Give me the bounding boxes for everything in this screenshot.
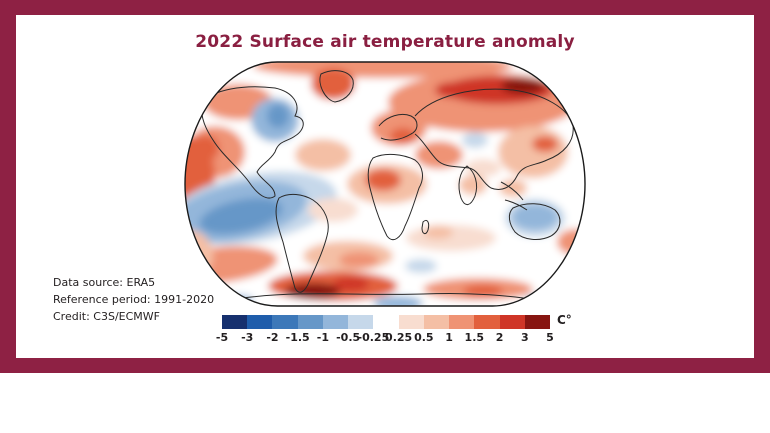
colorbar-tick-label: -1.5 bbox=[285, 331, 310, 344]
coastline-southeast-asia bbox=[500, 181, 528, 211]
coastline-asia bbox=[414, 88, 574, 190]
page-title: 2022 Surface air temperature anomaly bbox=[195, 32, 575, 52]
colorbar-tick-label: -1 bbox=[316, 331, 330, 344]
coastline-north-america bbox=[201, 86, 304, 199]
colorbar-tick-label: -0.25 bbox=[357, 331, 390, 344]
colorbar-tick-label: 0.25 bbox=[385, 331, 413, 344]
colorbar-segment bbox=[348, 315, 374, 329]
colorbar-segment bbox=[322, 315, 349, 329]
coastline-south-america bbox=[275, 193, 329, 293]
meta-block: Data source: ERA5 Reference period: 1991… bbox=[53, 274, 214, 325]
colorbar-unit-label: C° bbox=[557, 313, 572, 327]
colorbar-tick-label: 0.5 bbox=[414, 331, 434, 344]
credit-line: Credit: C3S/ECMWF bbox=[53, 310, 160, 323]
colorbar-segment bbox=[474, 315, 500, 329]
coastline-madagascar bbox=[421, 219, 430, 235]
colorbar-segment bbox=[524, 315, 551, 329]
colorbar-segment bbox=[272, 315, 298, 329]
colorbar-tick-label: 1 bbox=[445, 331, 453, 344]
colorbar-segment bbox=[449, 315, 475, 329]
colorbar-swatches bbox=[222, 315, 551, 329]
colorbar-tick-label: 3 bbox=[520, 331, 529, 344]
colorbar-segment bbox=[247, 315, 273, 329]
coastline-greenland bbox=[319, 70, 354, 103]
world-map bbox=[183, 60, 587, 308]
coastline-india bbox=[458, 165, 478, 205]
colorbar-segment bbox=[398, 315, 424, 329]
colorbar-segment bbox=[297, 315, 323, 329]
world-map-svg bbox=[184, 61, 586, 307]
coastline-europe bbox=[378, 113, 418, 141]
colorbar-tick-label: -3 bbox=[241, 331, 254, 344]
colorbar-tick-label: 2 bbox=[495, 331, 504, 344]
reference-period-line: Reference period: 1991-2020 bbox=[53, 293, 215, 306]
colorbar-tick-label: 5 bbox=[546, 331, 554, 344]
footer: PROGRAMME OF THE EUROPEAN UNION opernicu… bbox=[0, 373, 770, 433]
colorbar-segment bbox=[499, 315, 525, 329]
anomaly-field bbox=[185, 62, 585, 306]
colorbar-segment bbox=[222, 315, 248, 329]
colorbar-segment bbox=[373, 315, 399, 329]
coastline-antarctica bbox=[242, 292, 536, 301]
colorbar-tick-label: -2 bbox=[266, 331, 279, 344]
coastline-australia bbox=[508, 203, 561, 240]
coastlines bbox=[201, 70, 574, 301]
colorbar-tick-label: -0.5 bbox=[336, 331, 361, 344]
colorbar-ticks: -5 -3 -2 -1.5 -1 -0.5 -0.25 0.25 0.5 1 1.5 2 3 5 bbox=[216, 331, 554, 345]
map-outline bbox=[184, 61, 586, 307]
colorbar-tick-label: -5 bbox=[215, 331, 229, 344]
colorbar-tick-label: 1.5 bbox=[464, 331, 485, 344]
colorbar-segment bbox=[423, 315, 450, 329]
coastline-africa bbox=[367, 153, 423, 241]
data-source-line: Data source: ERA5 bbox=[53, 276, 156, 289]
